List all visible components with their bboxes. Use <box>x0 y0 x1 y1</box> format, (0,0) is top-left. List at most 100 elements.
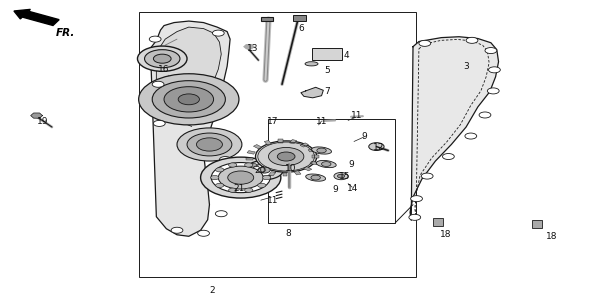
Circle shape <box>487 88 499 94</box>
Circle shape <box>211 175 219 180</box>
Circle shape <box>228 188 237 192</box>
Bar <box>312 48 342 60</box>
Bar <box>283 173 287 176</box>
Text: 2: 2 <box>209 286 215 295</box>
Bar <box>310 161 318 165</box>
Circle shape <box>201 157 281 198</box>
Bar <box>293 15 306 21</box>
Text: 5: 5 <box>324 66 330 75</box>
Circle shape <box>263 175 271 180</box>
Text: 11: 11 <box>351 111 363 120</box>
Ellipse shape <box>312 147 332 154</box>
Polygon shape <box>243 44 255 49</box>
Circle shape <box>228 171 254 184</box>
Circle shape <box>489 67 500 73</box>
Text: 18: 18 <box>546 232 558 241</box>
Text: 11: 11 <box>267 196 278 205</box>
Text: 4: 4 <box>343 51 349 60</box>
Polygon shape <box>31 113 42 118</box>
Bar <box>264 141 271 145</box>
Circle shape <box>369 143 384 150</box>
Circle shape <box>277 152 295 161</box>
Circle shape <box>215 168 224 172</box>
Text: 14: 14 <box>346 184 358 193</box>
Circle shape <box>334 172 348 180</box>
Circle shape <box>245 188 253 192</box>
Circle shape <box>215 183 224 188</box>
Circle shape <box>211 163 270 193</box>
Text: FR.: FR. <box>56 28 76 38</box>
Ellipse shape <box>306 174 326 181</box>
Circle shape <box>198 230 209 236</box>
Bar <box>294 171 301 175</box>
Text: 10: 10 <box>284 164 296 173</box>
Ellipse shape <box>305 62 318 66</box>
Circle shape <box>419 40 431 46</box>
Circle shape <box>245 160 283 180</box>
Circle shape <box>268 147 304 166</box>
Bar <box>139 12 416 277</box>
Text: 8: 8 <box>285 229 291 238</box>
Circle shape <box>145 50 180 68</box>
Circle shape <box>322 162 331 166</box>
Polygon shape <box>301 87 323 98</box>
Circle shape <box>311 175 320 180</box>
Bar <box>249 163 257 167</box>
Circle shape <box>152 81 225 118</box>
Text: 9: 9 <box>332 185 338 194</box>
Text: 13: 13 <box>247 44 258 53</box>
Circle shape <box>152 81 164 87</box>
Circle shape <box>228 163 237 167</box>
Circle shape <box>485 48 497 54</box>
Bar <box>247 150 255 154</box>
Bar <box>290 140 297 144</box>
Bar <box>433 218 442 226</box>
Bar <box>246 158 253 160</box>
Bar <box>268 172 276 176</box>
Circle shape <box>255 141 317 172</box>
Polygon shape <box>150 21 230 236</box>
Polygon shape <box>156 27 221 120</box>
Text: 7: 7 <box>324 87 330 96</box>
Circle shape <box>258 167 270 173</box>
Circle shape <box>137 46 187 71</box>
Circle shape <box>178 94 199 105</box>
Circle shape <box>187 133 232 156</box>
Text: 3: 3 <box>463 62 469 71</box>
Bar <box>257 168 265 172</box>
FancyArrow shape <box>14 9 59 26</box>
Circle shape <box>466 37 478 43</box>
Circle shape <box>411 196 422 202</box>
Ellipse shape <box>316 160 336 168</box>
Circle shape <box>219 157 231 163</box>
Circle shape <box>245 163 253 167</box>
Text: 18: 18 <box>440 230 451 239</box>
Circle shape <box>337 174 345 178</box>
Circle shape <box>153 54 171 63</box>
Text: 16: 16 <box>158 65 170 74</box>
Text: 15: 15 <box>339 172 350 181</box>
Circle shape <box>258 183 266 188</box>
Circle shape <box>479 112 491 118</box>
Circle shape <box>149 36 161 42</box>
Circle shape <box>253 164 276 176</box>
Circle shape <box>215 211 227 217</box>
Circle shape <box>139 74 239 125</box>
Bar <box>532 220 542 228</box>
Circle shape <box>317 148 326 153</box>
Text: 17: 17 <box>267 117 278 126</box>
Text: 20: 20 <box>254 166 266 175</box>
Circle shape <box>171 227 183 233</box>
Bar <box>308 148 316 152</box>
Bar <box>268 119 395 223</box>
Bar <box>303 167 312 171</box>
Bar <box>300 143 309 147</box>
Text: 11: 11 <box>316 117 327 126</box>
Text: 19: 19 <box>37 117 48 126</box>
Circle shape <box>409 214 421 220</box>
Circle shape <box>164 87 214 112</box>
Circle shape <box>442 154 454 160</box>
Circle shape <box>465 133 477 139</box>
Text: 12: 12 <box>373 143 385 152</box>
Circle shape <box>177 128 242 161</box>
